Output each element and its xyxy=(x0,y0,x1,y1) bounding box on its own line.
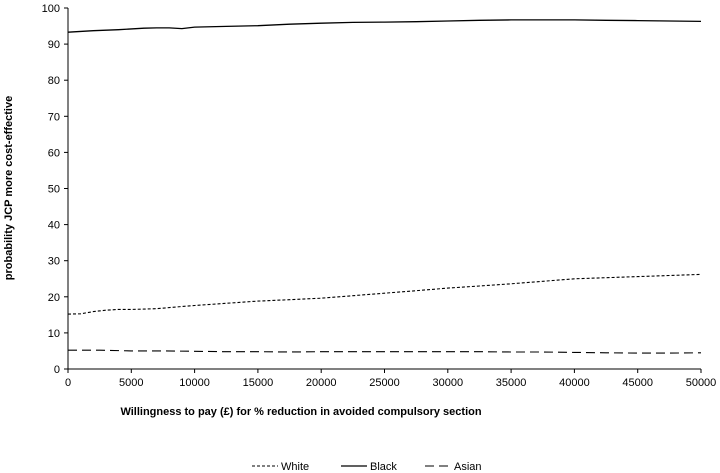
x-tick-label: 45000 xyxy=(622,377,653,389)
legend-label-black: Black xyxy=(370,461,397,473)
legend: White Black Asian xyxy=(252,461,482,473)
legend-label-asian: Asian xyxy=(454,461,482,473)
x-axis-title: Willingness to pay (£) for % reduction i… xyxy=(120,406,481,418)
x-tick-label: 20000 xyxy=(306,377,337,389)
x-tick-label: 50000 xyxy=(686,377,717,389)
x-tick-label: 25000 xyxy=(369,377,400,389)
x-tick-label: 5000 xyxy=(119,377,143,389)
y-tick-label: 70 xyxy=(48,111,60,123)
series-line-white xyxy=(67,273,702,315)
axes xyxy=(67,8,701,370)
series-line-black xyxy=(67,19,702,33)
y-tick-label: 60 xyxy=(48,147,60,159)
y-tick-label: 20 xyxy=(48,292,60,304)
legend-label-white: White xyxy=(281,461,309,473)
y-tick-label: 30 xyxy=(48,256,60,268)
y-ticks: 0 10 20 30 40 50 60 70 80 90 100 xyxy=(42,3,68,376)
y-axis-title: probability JCP more cost-effective xyxy=(3,96,15,280)
y-tick-label: 90 xyxy=(48,39,60,51)
y-tick-label: 100 xyxy=(42,3,60,15)
series-lines xyxy=(67,19,702,354)
x-tick-label: 15000 xyxy=(243,377,274,389)
x-tick-label: 10000 xyxy=(179,377,210,389)
y-tick-label: 0 xyxy=(54,364,60,376)
y-tick-label: 10 xyxy=(48,328,60,340)
y-tick-label: 50 xyxy=(48,184,60,196)
x-tick-label: 0 xyxy=(65,377,71,389)
x-ticks: 0 5000 10000 15000 20000 25000 30000 35000 40000… xyxy=(65,369,716,389)
x-tick-label: 35000 xyxy=(496,377,527,389)
x-tick-label: 40000 xyxy=(559,377,590,389)
x-tick-label: 30000 xyxy=(433,377,464,389)
y-tick-label: 80 xyxy=(48,75,60,87)
y-tick-label: 40 xyxy=(48,220,60,232)
series-line-asian xyxy=(68,349,702,354)
